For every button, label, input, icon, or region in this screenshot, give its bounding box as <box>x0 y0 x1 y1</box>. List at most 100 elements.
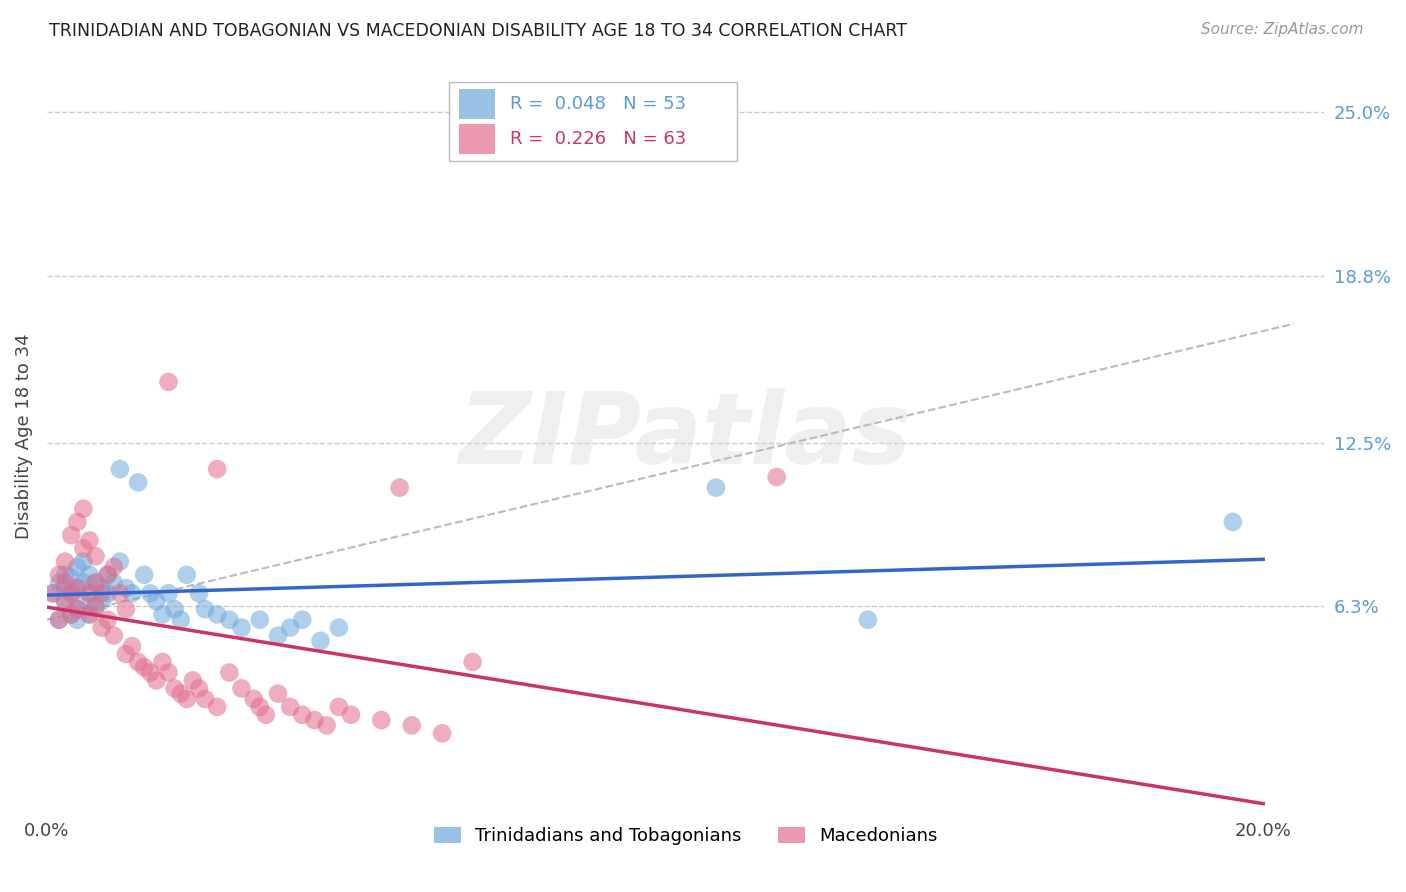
Point <box>108 586 131 600</box>
Point <box>145 594 167 608</box>
Point <box>152 607 174 622</box>
Text: R =  0.226   N = 63: R = 0.226 N = 63 <box>510 130 686 148</box>
Text: TRINIDADIAN AND TOBAGONIAN VS MACEDONIAN DISABILITY AGE 18 TO 34 CORRELATION CHA: TRINIDADIAN AND TOBAGONIAN VS MACEDONIAN… <box>49 22 907 40</box>
Point <box>97 567 120 582</box>
Point <box>194 602 217 616</box>
Point <box>704 481 727 495</box>
Point <box>291 613 314 627</box>
Point <box>60 528 83 542</box>
Point <box>856 613 879 627</box>
Point <box>315 718 337 732</box>
Point <box>304 713 326 727</box>
Point <box>254 707 277 722</box>
Point <box>84 575 107 590</box>
Point <box>139 586 162 600</box>
Point <box>242 692 264 706</box>
Point <box>152 655 174 669</box>
Point <box>53 594 76 608</box>
Point <box>103 575 125 590</box>
Point <box>42 586 65 600</box>
Point <box>145 673 167 688</box>
Point <box>267 629 290 643</box>
Point <box>66 559 89 574</box>
Point <box>461 655 484 669</box>
Point <box>97 567 120 582</box>
Point <box>157 665 180 680</box>
Point <box>187 586 209 600</box>
Point <box>231 681 253 696</box>
Point <box>176 567 198 582</box>
Point <box>53 575 76 590</box>
Point <box>79 567 101 582</box>
Point <box>340 707 363 722</box>
Point <box>157 375 180 389</box>
Point <box>157 586 180 600</box>
Point <box>370 713 392 727</box>
Point <box>60 607 83 622</box>
FancyBboxPatch shape <box>460 124 495 154</box>
Point <box>79 586 101 600</box>
Point <box>108 555 131 569</box>
Point <box>134 567 156 582</box>
Point <box>79 607 101 622</box>
Point <box>66 581 89 595</box>
Point <box>194 692 217 706</box>
Point <box>388 481 411 495</box>
Point <box>218 665 240 680</box>
Point <box>121 586 143 600</box>
Point <box>42 586 65 600</box>
Point <box>187 681 209 696</box>
Point <box>127 655 149 669</box>
Point <box>103 629 125 643</box>
Y-axis label: Disability Age 18 to 34: Disability Age 18 to 34 <box>15 334 32 539</box>
Point <box>60 570 83 584</box>
Point <box>90 586 112 600</box>
Point <box>121 639 143 653</box>
FancyBboxPatch shape <box>460 89 495 120</box>
Point <box>72 594 94 608</box>
Point <box>72 541 94 556</box>
Point <box>66 515 89 529</box>
Point <box>53 567 76 582</box>
Point <box>309 633 332 648</box>
Point <box>97 613 120 627</box>
Point <box>84 599 107 614</box>
Point <box>79 533 101 548</box>
FancyBboxPatch shape <box>449 82 737 161</box>
Point <box>53 555 76 569</box>
Point <box>72 501 94 516</box>
Point <box>66 602 89 616</box>
Point <box>218 613 240 627</box>
Point <box>53 581 76 595</box>
Point <box>231 621 253 635</box>
Point <box>48 575 70 590</box>
Point <box>115 647 138 661</box>
Point <box>90 581 112 595</box>
Point <box>127 475 149 490</box>
Point <box>72 555 94 569</box>
Point <box>84 575 107 590</box>
Text: R =  0.048   N = 53: R = 0.048 N = 53 <box>510 95 686 113</box>
Point <box>267 687 290 701</box>
Point <box>278 621 301 635</box>
Point <box>72 575 94 590</box>
Point <box>66 613 89 627</box>
Point <box>205 699 228 714</box>
Point <box>84 599 107 614</box>
Point <box>1222 515 1244 529</box>
Point <box>115 581 138 595</box>
Point <box>278 699 301 714</box>
Point <box>60 586 83 600</box>
Point <box>139 665 162 680</box>
Point <box>432 726 454 740</box>
Point <box>249 699 271 714</box>
Point <box>48 567 70 582</box>
Point <box>48 613 70 627</box>
Point <box>249 613 271 627</box>
Point <box>97 586 120 600</box>
Point <box>66 581 89 595</box>
Point <box>328 621 350 635</box>
Point <box>108 462 131 476</box>
Point <box>170 687 193 701</box>
Point <box>60 586 83 600</box>
